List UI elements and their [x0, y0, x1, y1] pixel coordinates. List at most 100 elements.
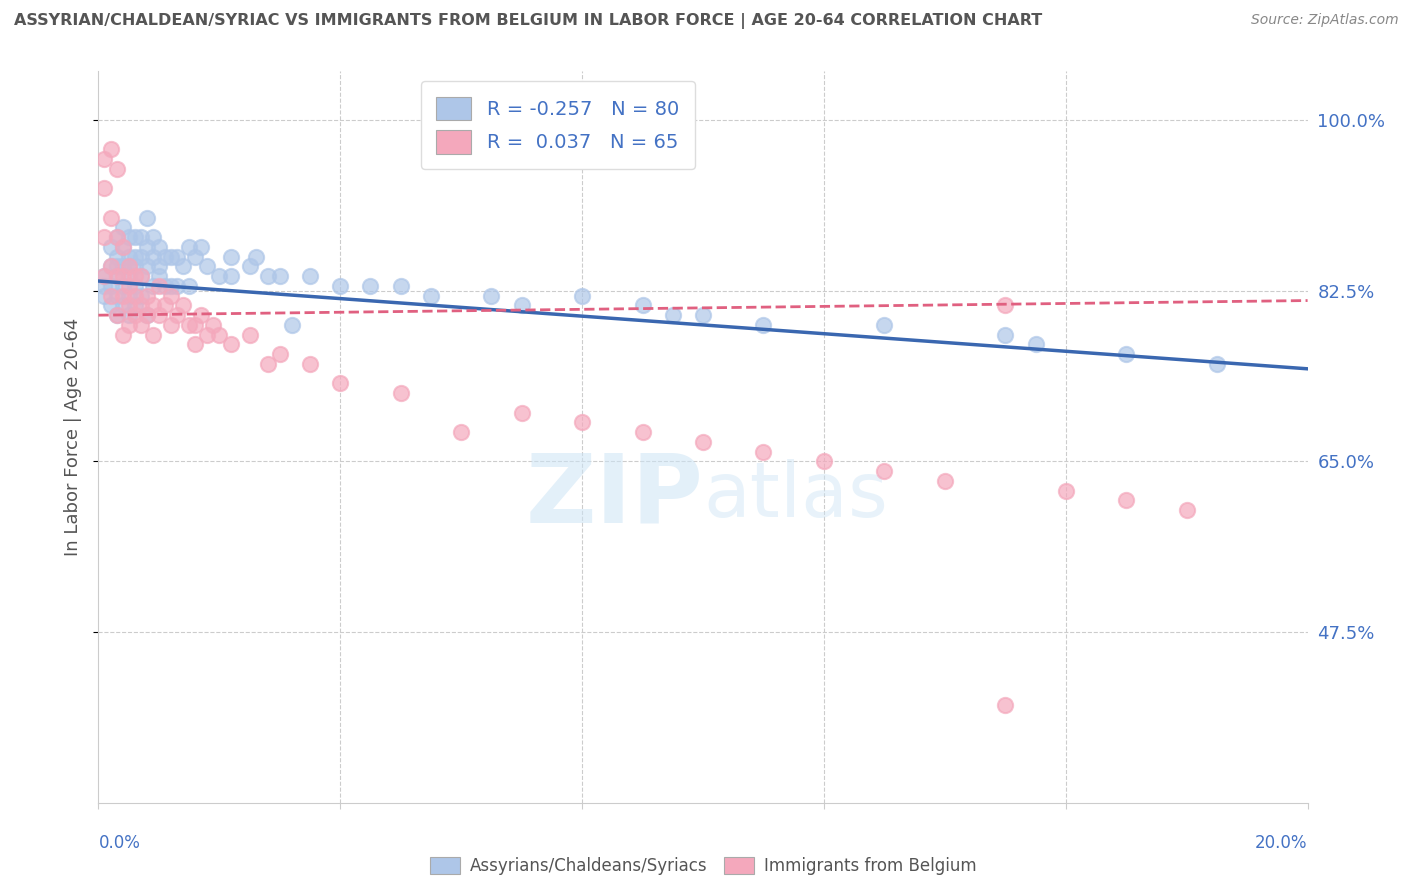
Point: [129, 288, 152, 302]
Point: [994, 327, 1017, 342]
Point: [118, 279, 141, 293]
Point: [179, 318, 201, 332]
Point: [142, 230, 165, 244]
Point: [124, 250, 146, 264]
Point: [118, 230, 141, 244]
Text: 20.0%: 20.0%: [1256, 834, 1308, 852]
Point: [105, 250, 128, 264]
Point: [256, 357, 278, 371]
Point: [184, 318, 207, 332]
Point: [148, 279, 170, 293]
Point: [160, 288, 183, 302]
Point: [118, 318, 141, 332]
Point: [269, 269, 291, 284]
Point: [389, 279, 412, 293]
Point: [190, 308, 212, 322]
Point: [148, 269, 170, 284]
Point: [129, 250, 152, 264]
Point: [111, 220, 134, 235]
Point: [118, 250, 141, 264]
Point: [172, 298, 194, 312]
Point: [160, 250, 183, 264]
Point: [148, 260, 170, 274]
Point: [873, 318, 896, 332]
Point: [148, 240, 170, 254]
Point: [360, 279, 382, 293]
Point: [994, 298, 1017, 312]
Point: [208, 269, 231, 284]
Point: [142, 298, 165, 312]
Point: [124, 298, 146, 312]
Point: [135, 240, 157, 254]
Point: [93, 269, 115, 284]
Point: [118, 269, 141, 284]
Point: [105, 308, 128, 322]
Point: [269, 347, 291, 361]
Point: [184, 337, 207, 351]
Point: [184, 250, 207, 264]
Point: [118, 288, 141, 302]
Point: [124, 269, 146, 284]
Point: [245, 250, 267, 264]
Text: atlas: atlas: [703, 458, 887, 533]
Point: [111, 269, 134, 284]
Point: [420, 288, 443, 302]
Point: [100, 260, 122, 274]
Text: Source: ZipAtlas.com: Source: ZipAtlas.com: [1251, 13, 1399, 28]
Point: [135, 211, 157, 225]
Point: [873, 464, 896, 478]
Point: [1024, 337, 1046, 351]
Point: [172, 260, 194, 274]
Point: [256, 269, 278, 284]
Point: [93, 152, 115, 166]
Point: [934, 474, 956, 488]
Point: [329, 376, 352, 391]
Point: [105, 161, 128, 176]
Point: [510, 298, 533, 312]
Point: [105, 269, 128, 284]
Point: [631, 298, 654, 312]
Point: [166, 308, 188, 322]
Point: [105, 260, 128, 274]
Point: [1115, 493, 1137, 508]
Point: [752, 318, 775, 332]
Point: [281, 318, 304, 332]
Point: [118, 298, 141, 312]
Point: [329, 279, 352, 293]
Point: [160, 279, 183, 293]
Point: [129, 230, 152, 244]
Point: [111, 279, 134, 293]
Point: [1175, 503, 1198, 517]
Point: [100, 142, 122, 156]
Point: [124, 288, 146, 302]
Text: ZIP: ZIP: [524, 449, 703, 542]
Point: [111, 298, 134, 312]
Point: [190, 240, 212, 254]
Point: [129, 318, 152, 332]
Point: [135, 288, 157, 302]
Point: [752, 444, 775, 458]
Point: [124, 279, 146, 293]
Point: [631, 425, 654, 440]
Point: [221, 269, 243, 284]
Point: [571, 288, 593, 302]
Legend: Assyrians/Chaldeans/Syriacs, Immigrants from Belgium: Assyrians/Chaldeans/Syriacs, Immigrants …: [422, 849, 984, 884]
Point: [142, 250, 165, 264]
Point: [1115, 347, 1137, 361]
Point: [105, 269, 128, 284]
Text: ASSYRIAN/CHALDEAN/SYRIAC VS IMMIGRANTS FROM BELGIUM IN LABOR FORCE | AGE 20-64 C: ASSYRIAN/CHALDEAN/SYRIAC VS IMMIGRANTS F…: [14, 13, 1042, 29]
Point: [813, 454, 835, 468]
Point: [105, 230, 128, 244]
Point: [93, 230, 115, 244]
Point: [135, 308, 157, 322]
Point: [100, 240, 122, 254]
Point: [124, 260, 146, 274]
Point: [129, 269, 152, 284]
Point: [111, 260, 134, 274]
Point: [111, 288, 134, 302]
Point: [389, 386, 412, 401]
Point: [481, 288, 503, 302]
Point: [239, 327, 262, 342]
Legend: R = -0.257   N = 80, R =  0.037   N = 65: R = -0.257 N = 80, R = 0.037 N = 65: [420, 81, 695, 169]
Point: [299, 357, 322, 371]
